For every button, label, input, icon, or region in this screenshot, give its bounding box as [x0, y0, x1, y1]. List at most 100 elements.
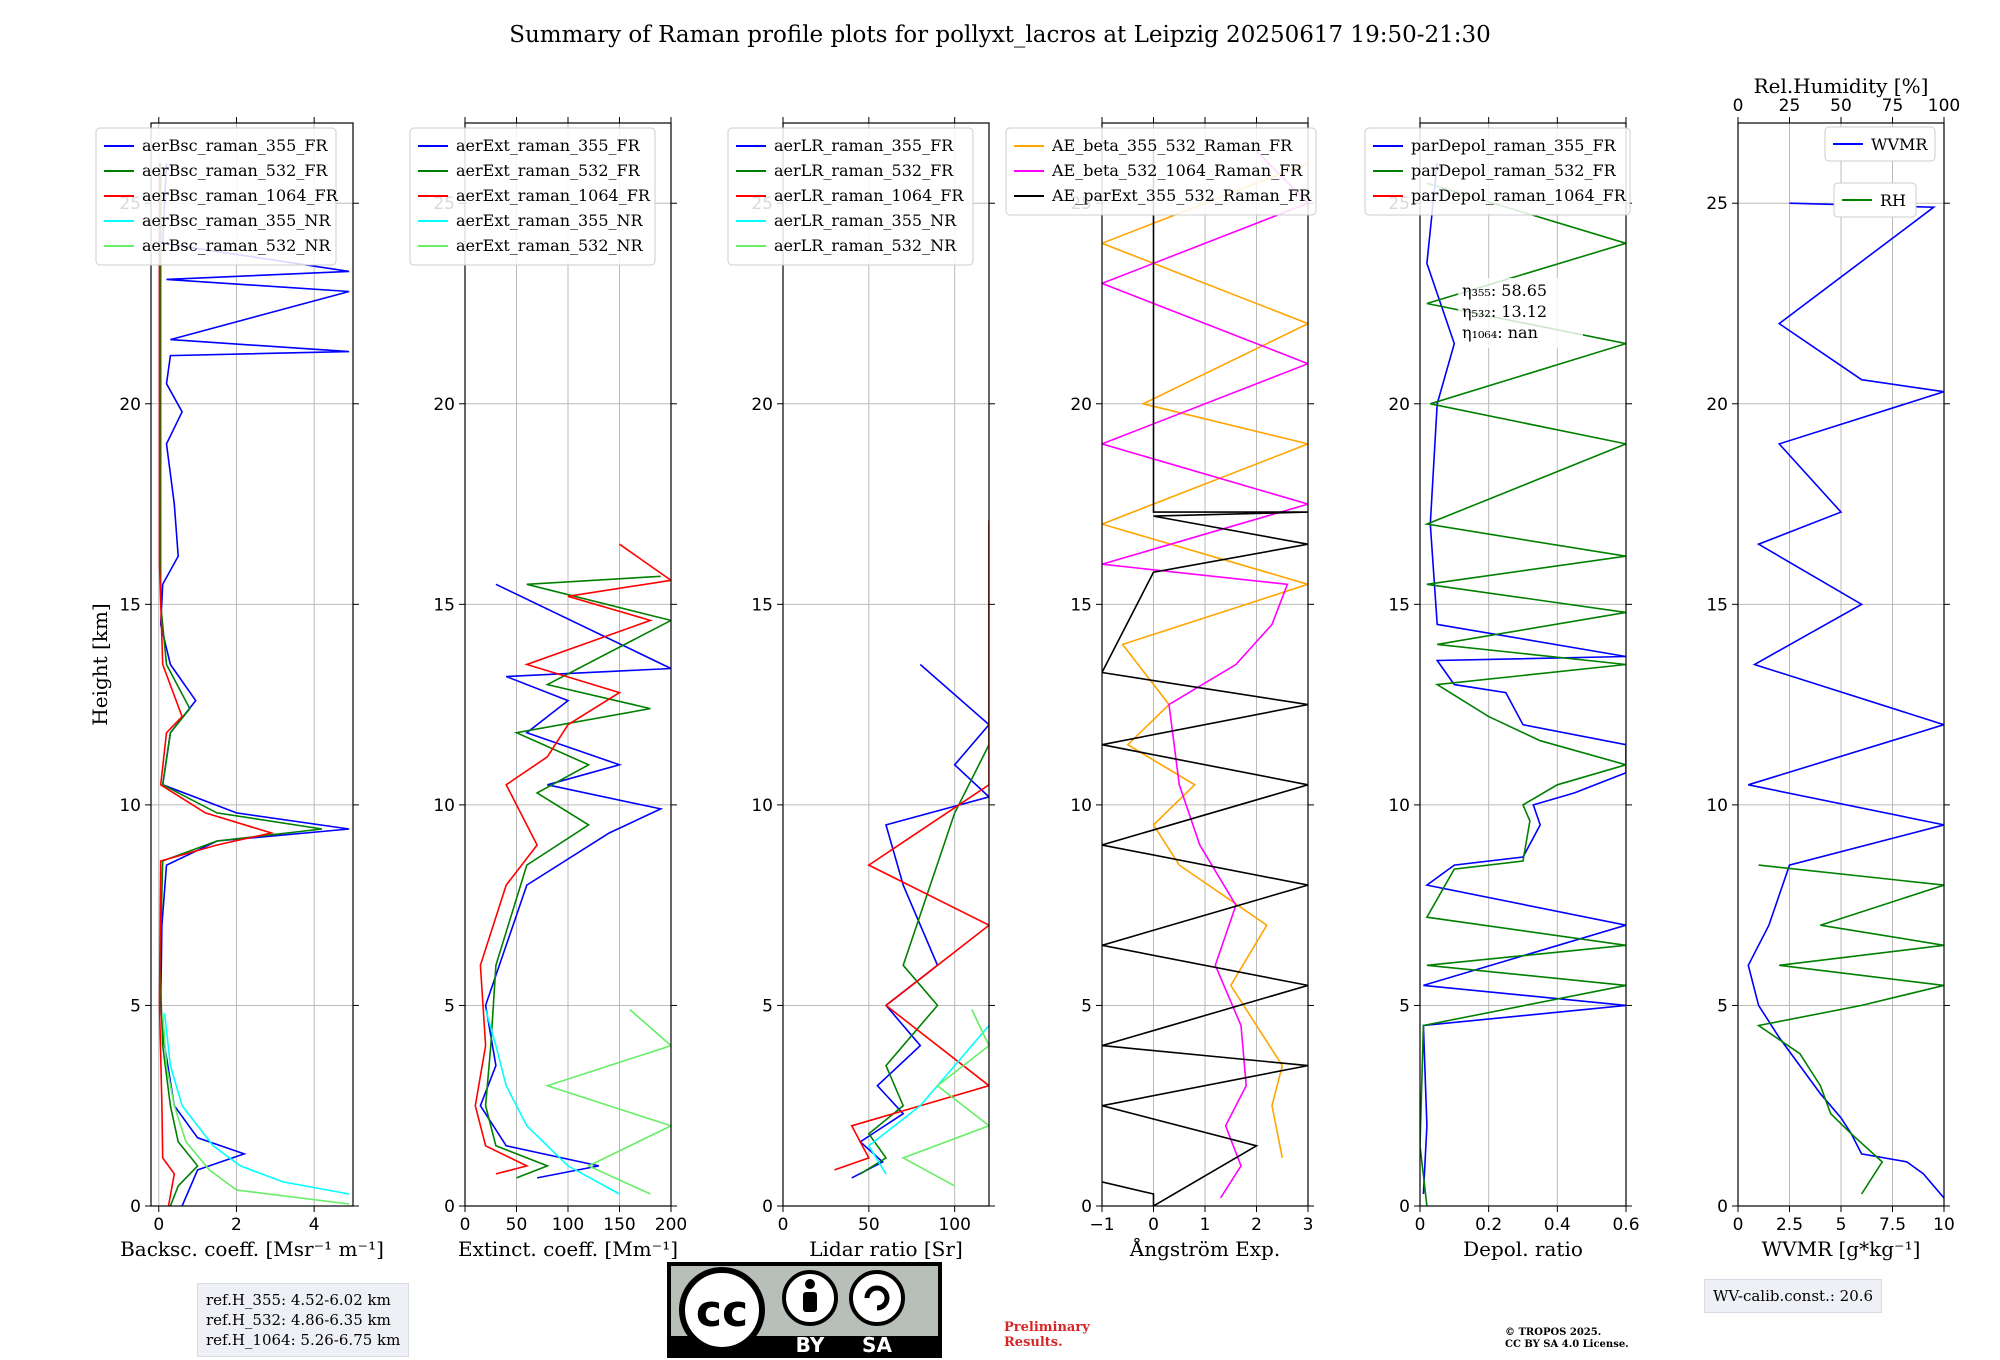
y-tick-label: 20	[119, 395, 141, 415]
y-tick-label: 15	[1388, 595, 1410, 615]
y-tick-label: 10	[751, 796, 773, 816]
page-title: Summary of Raman profile plots for polly…	[509, 22, 1491, 48]
series-group	[1420, 163, 1626, 1206]
y-tick-label: 5	[444, 996, 455, 1016]
cc-sa-label: SA	[862, 1333, 892, 1357]
y-axis-label: Height [km]	[88, 603, 112, 725]
reference-heights-box: ref.H_355: 4.52-6.02 km ref.H_532: 4.86-…	[197, 1283, 410, 1357]
series-line-aerBsc_raman_532_NR	[161, 1013, 350, 1205]
y-tick-label: 15	[751, 595, 773, 615]
preliminary-line-2: Results.	[1004, 1335, 1063, 1350]
legend: AE_beta_355_532_Raman_FR AE_beta_532_1064…	[1005, 127, 1317, 216]
copyright-note: © TROPOS 2025. CC BY SA 4.0 License.	[1505, 1327, 1629, 1351]
x-tick-label: 0	[1733, 1215, 1744, 1235]
series-line-aerBsc_raman_1064_FR	[158, 163, 275, 1206]
y-tick-label: 5	[1717, 996, 1728, 1016]
x2-tick-label: 75	[1882, 96, 1904, 116]
panel-5: 00.20.40.60510152025Depol. ratioparDepol…	[1364, 117, 1640, 1261]
x-tick-label: 0.2	[1475, 1215, 1502, 1235]
series-line-RH	[1756, 864, 1944, 1195]
x2-tick-label: 25	[1779, 96, 1801, 116]
copyright-line-2: CC BY SA 4.0 License.	[1505, 1339, 1629, 1350]
x2-tick-label: 0	[1733, 96, 1744, 116]
ref-height-355: ref.H_355: 4.52-6.02 km	[206, 1291, 391, 1309]
series-line-AE_beta_532_1064_Raman_FR	[1102, 150, 1308, 1199]
legend-entry: aerLR_raman_355_FR	[774, 136, 954, 155]
legend-box	[409, 127, 656, 266]
series-group	[1102, 150, 1308, 1206]
x-tick-label: 2	[1251, 1215, 1262, 1235]
panel-2: 0501001502000510152025Extinct. coeff. [M…	[409, 117, 687, 1261]
x-tick-label: 2.5	[1776, 1215, 1803, 1235]
legend-entry: aerBsc_raman_532_FR	[142, 161, 328, 180]
preliminary-note: Preliminary Results.	[1004, 1320, 1090, 1350]
cc-logo-text: cc	[696, 1286, 748, 1337]
y-tick-label: 5	[762, 996, 773, 1016]
series-group	[1747, 202, 1944, 1199]
x-tick-label: 100	[552, 1215, 584, 1235]
legend-box	[1824, 126, 1936, 162]
x2-tick-label: 50	[1830, 96, 1852, 116]
series-line-aerBsc_raman_355_FR	[159, 163, 350, 1206]
x-tick-label: 2	[231, 1215, 242, 1235]
x-axis-label: Ångström Exp.	[1129, 1236, 1280, 1261]
series-line-aerExt_raman_1064_FR	[474, 543, 671, 1175]
y-tick-label: 5	[1081, 996, 1092, 1016]
x-tick-label: 4	[309, 1215, 320, 1235]
y-tick-label: 20	[1706, 395, 1728, 415]
legend-entry: aerExt_raman_532_NR	[456, 236, 644, 255]
x-tick-label: 1	[1200, 1215, 1211, 1235]
legend: aerLR_raman_355_FR aerLR_raman_532_FR aerL…	[727, 127, 974, 266]
legend-entry: parDepol_raman_355_FR	[1411, 136, 1617, 155]
x-tick-label: 10	[1933, 1215, 1955, 1235]
legend-entry: aerExt_raman_355_NR	[456, 211, 644, 230]
x-tick-label: 0.4	[1544, 1215, 1571, 1235]
series-line-aerBsc_raman_532_FR	[159, 163, 323, 1206]
cc-by-sa-logo: cc BY SA	[667, 1262, 942, 1358]
legend-entry: aerLR_raman_1064_FR	[774, 186, 964, 205]
legend: parDepol_raman_355_FR parDepol_raman_532_…	[1364, 127, 1631, 216]
y-tick-label: 10	[1388, 796, 1410, 816]
axes-frame	[150, 122, 354, 1207]
x-axis-label: Extinct. coeff. [Mm⁻¹]	[458, 1237, 678, 1261]
legend-entry: aerLR_raman_355_NR	[774, 211, 957, 230]
series-line-aerLR_raman_355_FR	[851, 663, 989, 1179]
series-line-AE_parExt_355_532_Raman_FR	[1102, 151, 1308, 1206]
x-tick-label: 150	[603, 1215, 635, 1235]
legend-box	[1833, 182, 1917, 218]
y-tick-label: 20	[433, 395, 455, 415]
wv-calibration-box: WV-calib.const.: 20.6	[1704, 1279, 1883, 1313]
legend-entry: WVMR	[1871, 135, 1928, 154]
y-tick-label: 20	[751, 395, 773, 415]
ref-height-1064: ref.H_1064: 5.26-6.75 km	[206, 1331, 401, 1349]
x-tick-label: 0.6	[1612, 1215, 1639, 1235]
eta-value: η₅₃₂: 13.12	[1462, 302, 1547, 321]
x-tick-label: 0	[153, 1215, 164, 1235]
legend-entry: aerBsc_raman_532_NR	[142, 236, 331, 255]
y-tick-label: 0	[762, 1197, 773, 1217]
legend-wvmr: WVMR	[1824, 126, 1936, 162]
y-tick-label: 0	[444, 1197, 455, 1217]
y-tick-label: 10	[433, 796, 455, 816]
legend: aerExt_raman_355_FR aerExt_raman_532_FRae…	[409, 127, 656, 266]
ref-height-532: ref.H_532: 4.86-6.35 km	[206, 1311, 391, 1329]
cc-by-label: BY	[796, 1333, 825, 1357]
series-group	[834, 520, 989, 1187]
legend-box	[727, 127, 974, 266]
x-tick-label: 0	[460, 1215, 471, 1235]
x2-axis-label: Rel.Humidity [%]	[1754, 74, 1929, 98]
legend-entry: aerBsc_raman_1064_FR	[142, 186, 339, 205]
legend-entry: aerExt_raman_532_FR	[456, 161, 641, 180]
series-group	[158, 163, 350, 1206]
y-tick-label: 10	[119, 796, 141, 816]
legend-box	[1364, 127, 1631, 216]
axes-frame	[1419, 122, 1627, 1207]
panel-3: 0501000510152025Lidar ratio [Sr]aerLR_ra…	[727, 117, 995, 1261]
y-tick-label: 5	[1399, 996, 1410, 1016]
wv-calibration-constant: WV-calib.const.: 20.6	[1713, 1287, 1874, 1305]
legend-entry: aerLR_raman_532_FR	[774, 161, 954, 180]
x-axis-label: Depol. ratio	[1463, 1237, 1583, 1261]
x2-tick-label: 100	[1928, 96, 1960, 116]
x-tick-label: 0	[778, 1215, 789, 1235]
series-line-parDepol_raman_532_FR	[1420, 182, 1626, 1206]
